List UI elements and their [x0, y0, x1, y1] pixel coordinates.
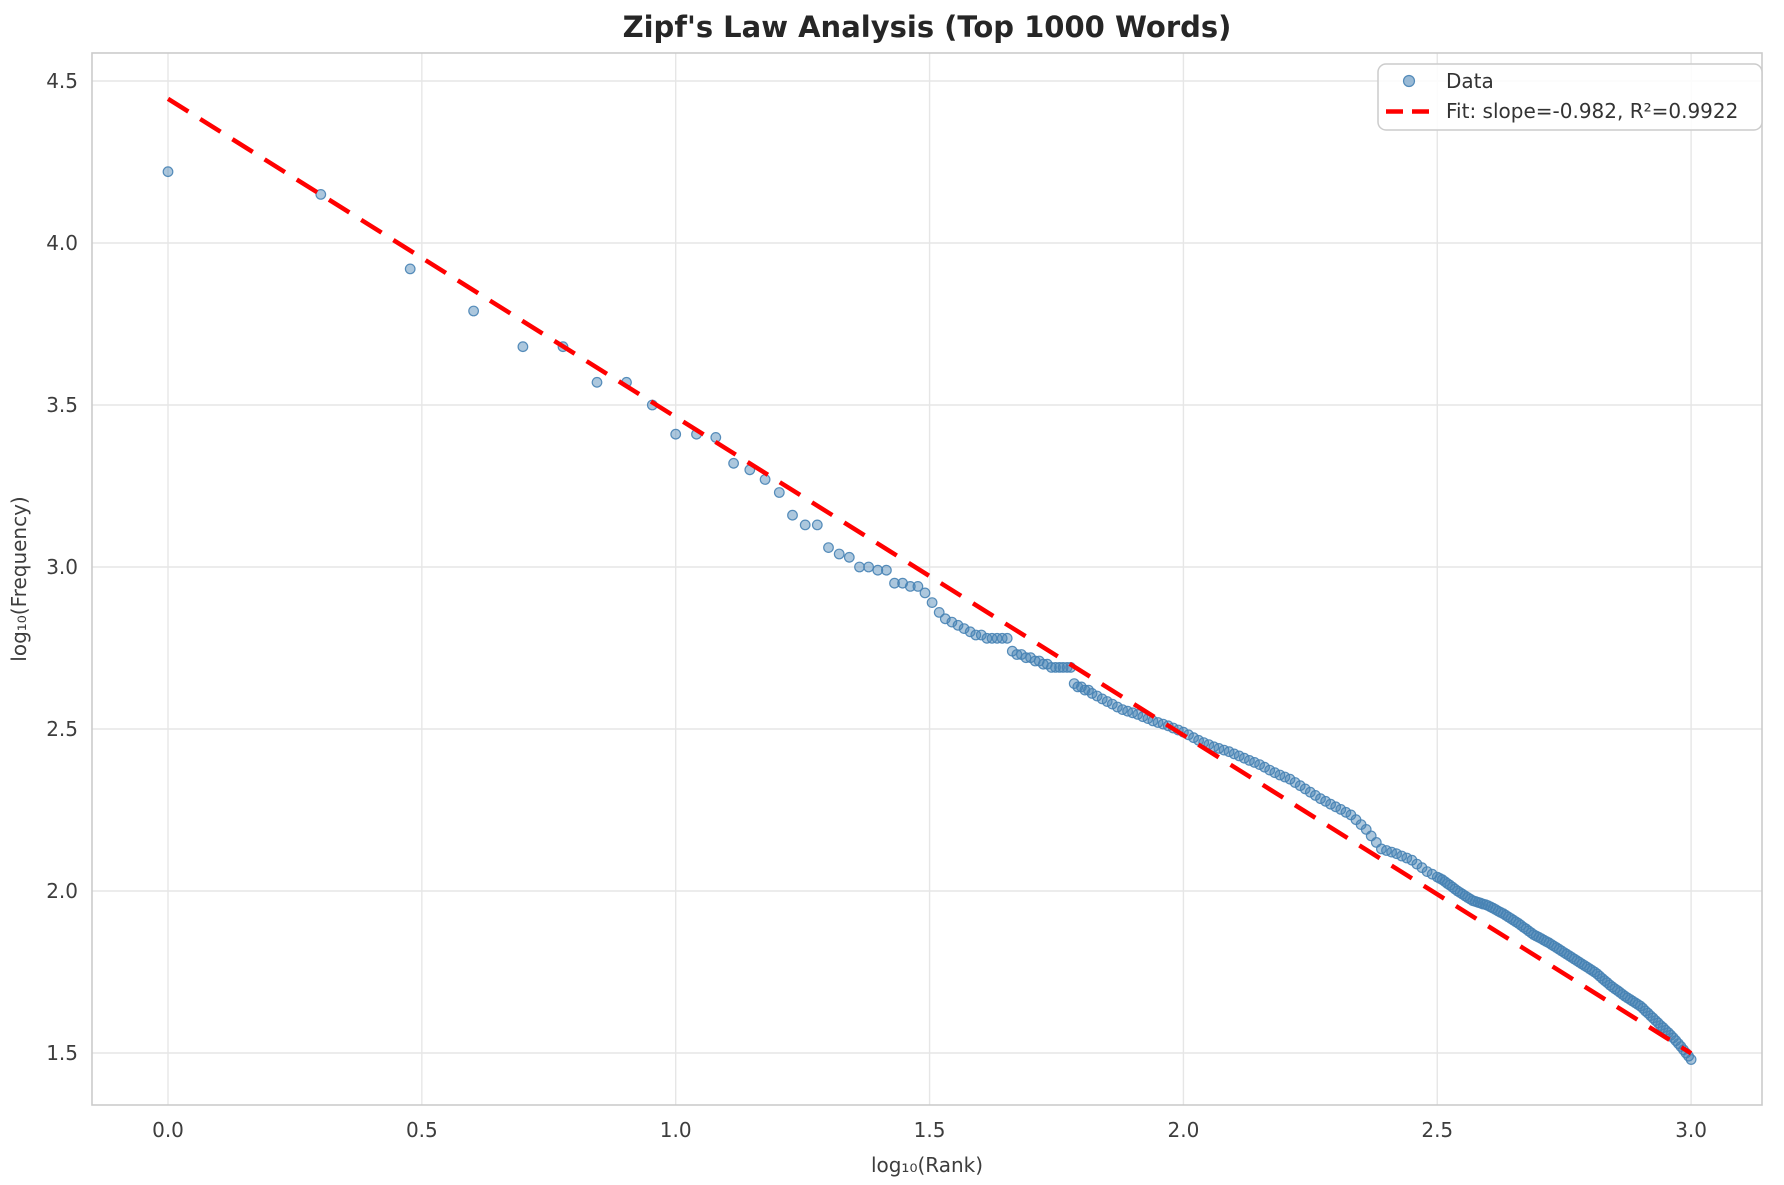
- scatter-point: [952, 619, 964, 631]
- scatter-point: [799, 519, 811, 531]
- x-tick-label: 1.0: [660, 1118, 692, 1142]
- scatter-point: [1480, 899, 1491, 910]
- scatter-point: [1330, 801, 1342, 813]
- scatter-point: [1421, 866, 1433, 877]
- scatter-point: [854, 561, 865, 573]
- y-tick-label: 3.0: [46, 555, 78, 579]
- scatter-point: [404, 263, 416, 275]
- scatter-point: [1091, 690, 1103, 702]
- scatter-point: [1269, 767, 1281, 779]
- scatter-point: [970, 629, 982, 641]
- scatter-point: [912, 581, 924, 592]
- scatter-point: [881, 564, 892, 576]
- x-tick-label: 2.5: [1421, 1118, 1453, 1142]
- x-tick-label: 2.0: [1167, 1118, 1199, 1142]
- scatter-point: [1540, 936, 1552, 947]
- scatter-point: [1530, 930, 1542, 942]
- scatter-point: [1096, 693, 1108, 705]
- scatter-point: [1259, 761, 1270, 773]
- scatter-point: [1490, 904, 1501, 915]
- y-tick-label: 2.0: [46, 879, 78, 903]
- scatter-point: [1391, 848, 1402, 860]
- scatter-point: [975, 629, 987, 641]
- scatter-point: [1057, 662, 1069, 673]
- scatter-point: [468, 305, 480, 317]
- scatter-point: [162, 166, 174, 178]
- scatter-point: [1045, 662, 1057, 673]
- scatter-point: [872, 564, 884, 576]
- scatter-point: [1086, 688, 1098, 699]
- scatter-point: [1233, 750, 1245, 762]
- scatter-point: [1101, 696, 1113, 707]
- plot-border: [91, 52, 1763, 1106]
- scatter-point: [958, 623, 970, 634]
- scatter-point: [1054, 662, 1065, 673]
- scatter-point: [1495, 907, 1507, 918]
- legend-box: [1377, 63, 1763, 131]
- scatter-point: [926, 597, 938, 608]
- scatter-point: [964, 626, 976, 638]
- scatter-point: [946, 616, 958, 628]
- legend: Data Fit: slope=-0.982, R²=0.9922: [1377, 63, 1763, 131]
- scatter-point: [1315, 793, 1326, 805]
- scatter-point: [1050, 662, 1061, 673]
- chart-title: Zipf's Law Analysis (Top 1000 Words): [623, 10, 1232, 44]
- tick-labels-layer: 0.0 0.5 1.0 1.5 2.0 2.5 3.0 1.5 2.0 2.5 3.0 3.5 4.0 4…: [46, 69, 1707, 1142]
- scatter-point: [811, 519, 823, 531]
- scatter-point: [787, 509, 798, 521]
- scatter-point: [1325, 798, 1336, 810]
- x-axis-label: log₁₀(Rank): [871, 1153, 983, 1177]
- scatter-point: [1264, 764, 1276, 776]
- scatter-point: [728, 457, 739, 469]
- scatter-point: [1188, 732, 1199, 744]
- scatter-point: [517, 341, 529, 353]
- scatter-point: [1254, 759, 1265, 770]
- y-tick-label: 4.5: [46, 69, 78, 93]
- fit-line: [166, 96, 1693, 1056]
- scatter-point: [1340, 806, 1352, 818]
- scatter-point: [1111, 701, 1123, 713]
- y-tick-label: 2.5: [46, 717, 78, 741]
- scatter-point: [773, 487, 785, 498]
- plot-border-layer: [91, 52, 1763, 1106]
- y-axis-label: log₁₀(Frequency): [7, 496, 31, 661]
- scatter-point: [863, 561, 874, 573]
- x-tick-label: 0.5: [406, 1118, 438, 1142]
- y-tick-label: 3.5: [46, 393, 78, 417]
- scatter-point: [1001, 632, 1013, 644]
- y-tick-label: 1.5: [46, 1041, 78, 1065]
- scatter-point: [1335, 804, 1347, 815]
- legend-marker-icon: [1402, 74, 1416, 88]
- legend-label-data: Data: [1446, 69, 1494, 93]
- fit-line-series: [166, 96, 1693, 1056]
- legend-label-fit: Fit: slope=-0.982, R²=0.9922: [1446, 99, 1738, 123]
- scatter-point: [1535, 933, 1547, 944]
- scatter-point: [591, 376, 603, 388]
- scatter-point: [843, 551, 855, 563]
- scatter-point: [889, 577, 900, 589]
- x-tick-label: 0.0: [152, 1118, 184, 1142]
- scatter-point: [904, 581, 916, 592]
- scatter-point: [1132, 709, 1144, 720]
- scatter-point: [1106, 698, 1118, 710]
- x-tick-label: 3.0: [1675, 1118, 1707, 1142]
- scatter-point: [710, 432, 722, 443]
- scatter-point: [833, 548, 845, 560]
- scatter-point: [1485, 901, 1496, 913]
- scatter-point: [933, 607, 945, 618]
- y-tick-label: 4.0: [46, 231, 78, 255]
- x-tick-label: 1.5: [914, 1118, 946, 1142]
- scatter-point: [919, 587, 931, 599]
- scatter-point: [759, 474, 771, 485]
- scatter-point: [823, 542, 834, 553]
- scatter-point: [670, 428, 682, 440]
- scatter-point: [315, 188, 327, 200]
